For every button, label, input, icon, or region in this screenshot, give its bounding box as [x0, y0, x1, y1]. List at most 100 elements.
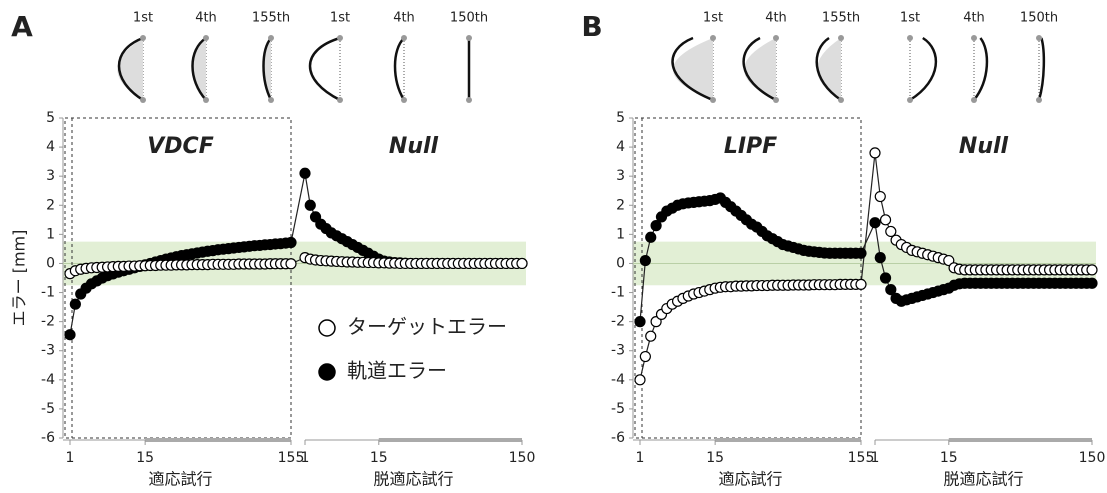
x-axis-label: 脱適応試行 — [943, 470, 1023, 489]
icon-dot — [710, 35, 716, 41]
y-tick-label: -4 — [611, 372, 625, 388]
open-marker — [639, 350, 651, 363]
legend-label: 軌道エラー — [347, 359, 447, 383]
filled-marker — [634, 316, 646, 328]
x-tick-label: 15 — [940, 450, 958, 466]
x-tick-label: 155 — [278, 450, 305, 466]
open-marker — [1086, 264, 1098, 276]
y-tick-label: -1 — [41, 285, 55, 301]
icon-path — [973, 37, 989, 101]
icon-path — [742, 36, 777, 102]
icon-label: 4th — [765, 11, 787, 26]
x-tick-label: 150 — [1079, 450, 1106, 466]
x-axis-label: 適応試行 — [718, 470, 782, 489]
y-tick-label: -3 — [611, 343, 625, 359]
icon-path — [117, 36, 144, 102]
x-tick-label: 155 — [848, 450, 875, 466]
icon-label: 150th — [450, 11, 488, 26]
y-axis-label: エラー [mm] — [10, 230, 29, 327]
filled-marker — [639, 254, 651, 267]
icon-label: 150th — [1020, 11, 1058, 26]
icon-label: 4th — [963, 11, 985, 26]
icon-label: 1st — [900, 11, 920, 26]
icon-dot — [401, 97, 407, 103]
open-marker — [869, 147, 881, 159]
y-tick-label: 2 — [616, 197, 625, 213]
y-tick-label: 5 — [46, 110, 55, 126]
icon-dot — [971, 97, 977, 103]
icon-label: 1st — [133, 11, 153, 26]
phase-connector — [290, 173, 306, 243]
icon-dot — [140, 35, 146, 41]
icon-dot — [773, 35, 779, 41]
y-tick-label: 1 — [46, 226, 55, 242]
trial-highlight — [948, 438, 1092, 442]
icon-dot — [773, 97, 779, 103]
filled-marker — [879, 272, 892, 284]
open-marker — [879, 214, 892, 226]
y-tick-label: 5 — [616, 110, 625, 126]
y-tick-label: -2 — [41, 314, 55, 330]
x-tick-label: 1 — [66, 450, 75, 466]
open-marker — [855, 278, 867, 290]
y-tick-label: -6 — [611, 430, 625, 446]
phase-label: Null — [389, 134, 439, 159]
icon-dot — [401, 35, 407, 41]
icon-shade — [673, 38, 713, 100]
filled-marker — [869, 217, 881, 229]
phase-box — [64, 117, 292, 439]
icon-label: 155th — [252, 11, 290, 26]
filled-marker — [64, 329, 76, 341]
y-tick-label: 3 — [46, 168, 55, 184]
icon-label: 155th — [822, 11, 860, 26]
legend-marker — [318, 319, 336, 337]
trial-highlight — [378, 438, 522, 442]
icon-label: 4th — [393, 11, 415, 26]
icon-dot — [268, 35, 274, 41]
icon-shade — [744, 38, 776, 100]
open-marker — [285, 258, 297, 270]
y-tick-label: -1 — [611, 285, 625, 301]
y-tick-label: 1 — [616, 226, 625, 242]
icon-dot — [1036, 97, 1042, 103]
filled-marker — [304, 199, 316, 211]
icon-path — [671, 36, 714, 102]
phase-connector — [860, 222, 876, 254]
icon-dot — [466, 35, 472, 41]
trial-highlight — [145, 438, 291, 442]
icon-path — [909, 36, 938, 102]
x-axis-label: 脱適応試行 — [373, 470, 453, 489]
icon-path — [1037, 37, 1046, 101]
icon-dot — [337, 35, 343, 41]
y-tick-label: 2 — [46, 197, 55, 213]
icon-dot — [203, 35, 209, 41]
y-tick-label: 4 — [46, 139, 55, 155]
open-marker — [645, 330, 657, 342]
phase-label: LIPF — [724, 134, 777, 159]
icon-shade — [117, 38, 143, 100]
x-tick-label: 1 — [871, 450, 880, 466]
y-tick-label: 0 — [616, 255, 625, 271]
y-tick-label: -6 — [41, 430, 55, 446]
filled-marker — [299, 167, 311, 179]
open-marker — [874, 190, 886, 203]
y-tick-label: 3 — [616, 168, 625, 184]
icon-dot — [838, 97, 844, 103]
trial-highlight — [715, 438, 861, 442]
icon-dot — [971, 35, 977, 41]
phase-connector — [860, 152, 876, 285]
icon-dot — [1036, 35, 1042, 41]
phase-label: Null — [959, 134, 1009, 159]
icon-dot — [140, 97, 146, 103]
panel-label: A — [11, 10, 33, 43]
x-tick-label: 1 — [301, 450, 310, 466]
icon-dot — [203, 97, 209, 103]
icon-label: 1st — [330, 11, 350, 26]
icon-path — [262, 37, 273, 101]
icon-dot — [337, 97, 343, 103]
filled-marker — [855, 247, 867, 259]
icon-path — [308, 36, 341, 102]
y-tick-label: -3 — [41, 343, 55, 359]
y-tick-label: 0 — [46, 255, 55, 271]
x-tick-label: 15 — [706, 450, 724, 466]
